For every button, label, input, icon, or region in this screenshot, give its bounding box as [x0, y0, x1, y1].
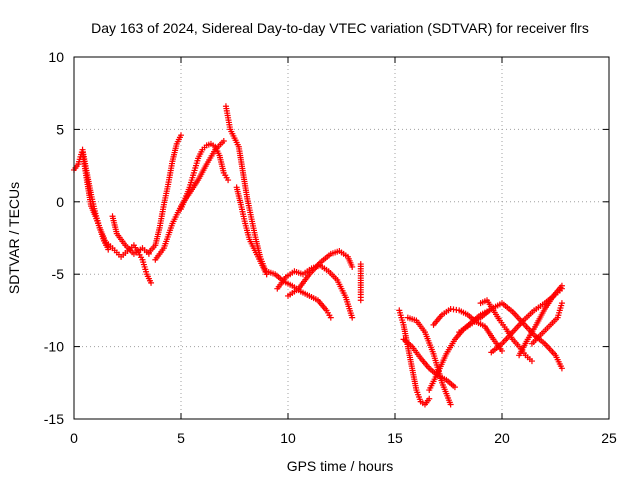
- y-axis-label: SDTVAR / TECUs: [6, 182, 22, 294]
- y-tick-label: 5: [56, 121, 64, 137]
- y-tick-label: -5: [52, 266, 65, 282]
- data-point: [349, 263, 356, 270]
- x-tick-label: 10: [280, 430, 296, 446]
- x-tick-label: 0: [70, 430, 78, 446]
- y-tick-label: -15: [44, 411, 64, 427]
- data-point: [178, 132, 184, 139]
- x-tick-label: 25: [601, 430, 617, 446]
- data-points: [71, 103, 565, 408]
- data-point: [528, 358, 535, 365]
- data-point: [357, 297, 364, 304]
- data-point: [327, 314, 334, 321]
- grid-lines: [74, 57, 609, 419]
- x-tick-label: 5: [177, 430, 185, 446]
- data-point: [447, 401, 454, 408]
- y-tick-label: -10: [44, 339, 64, 355]
- x-tick-label: 15: [387, 430, 403, 446]
- data-point: [225, 177, 232, 184]
- data-point: [558, 300, 565, 307]
- plot-frame: [73, 56, 610, 420]
- data-point: [451, 384, 458, 391]
- x-tick-label: 20: [494, 430, 510, 446]
- axis-ticks: 0 5 10 15 20 25 -15 -10 -5 0 5 10: [44, 49, 617, 446]
- data-point: [148, 279, 155, 286]
- data-point: [426, 395, 433, 402]
- data-point: [558, 282, 565, 289]
- data-point: [558, 365, 565, 372]
- data-point: [499, 347, 505, 354]
- x-axis-label: GPS time / hours: [287, 458, 394, 474]
- data-point: [220, 137, 227, 144]
- data-point: [105, 246, 112, 253]
- chart-title: Day 163 of 2024, Sidereal Day-to-day VTE…: [91, 20, 589, 36]
- y-tick-label: 0: [56, 194, 64, 210]
- data-point: [349, 314, 356, 321]
- y-tick-label: 10: [48, 49, 64, 65]
